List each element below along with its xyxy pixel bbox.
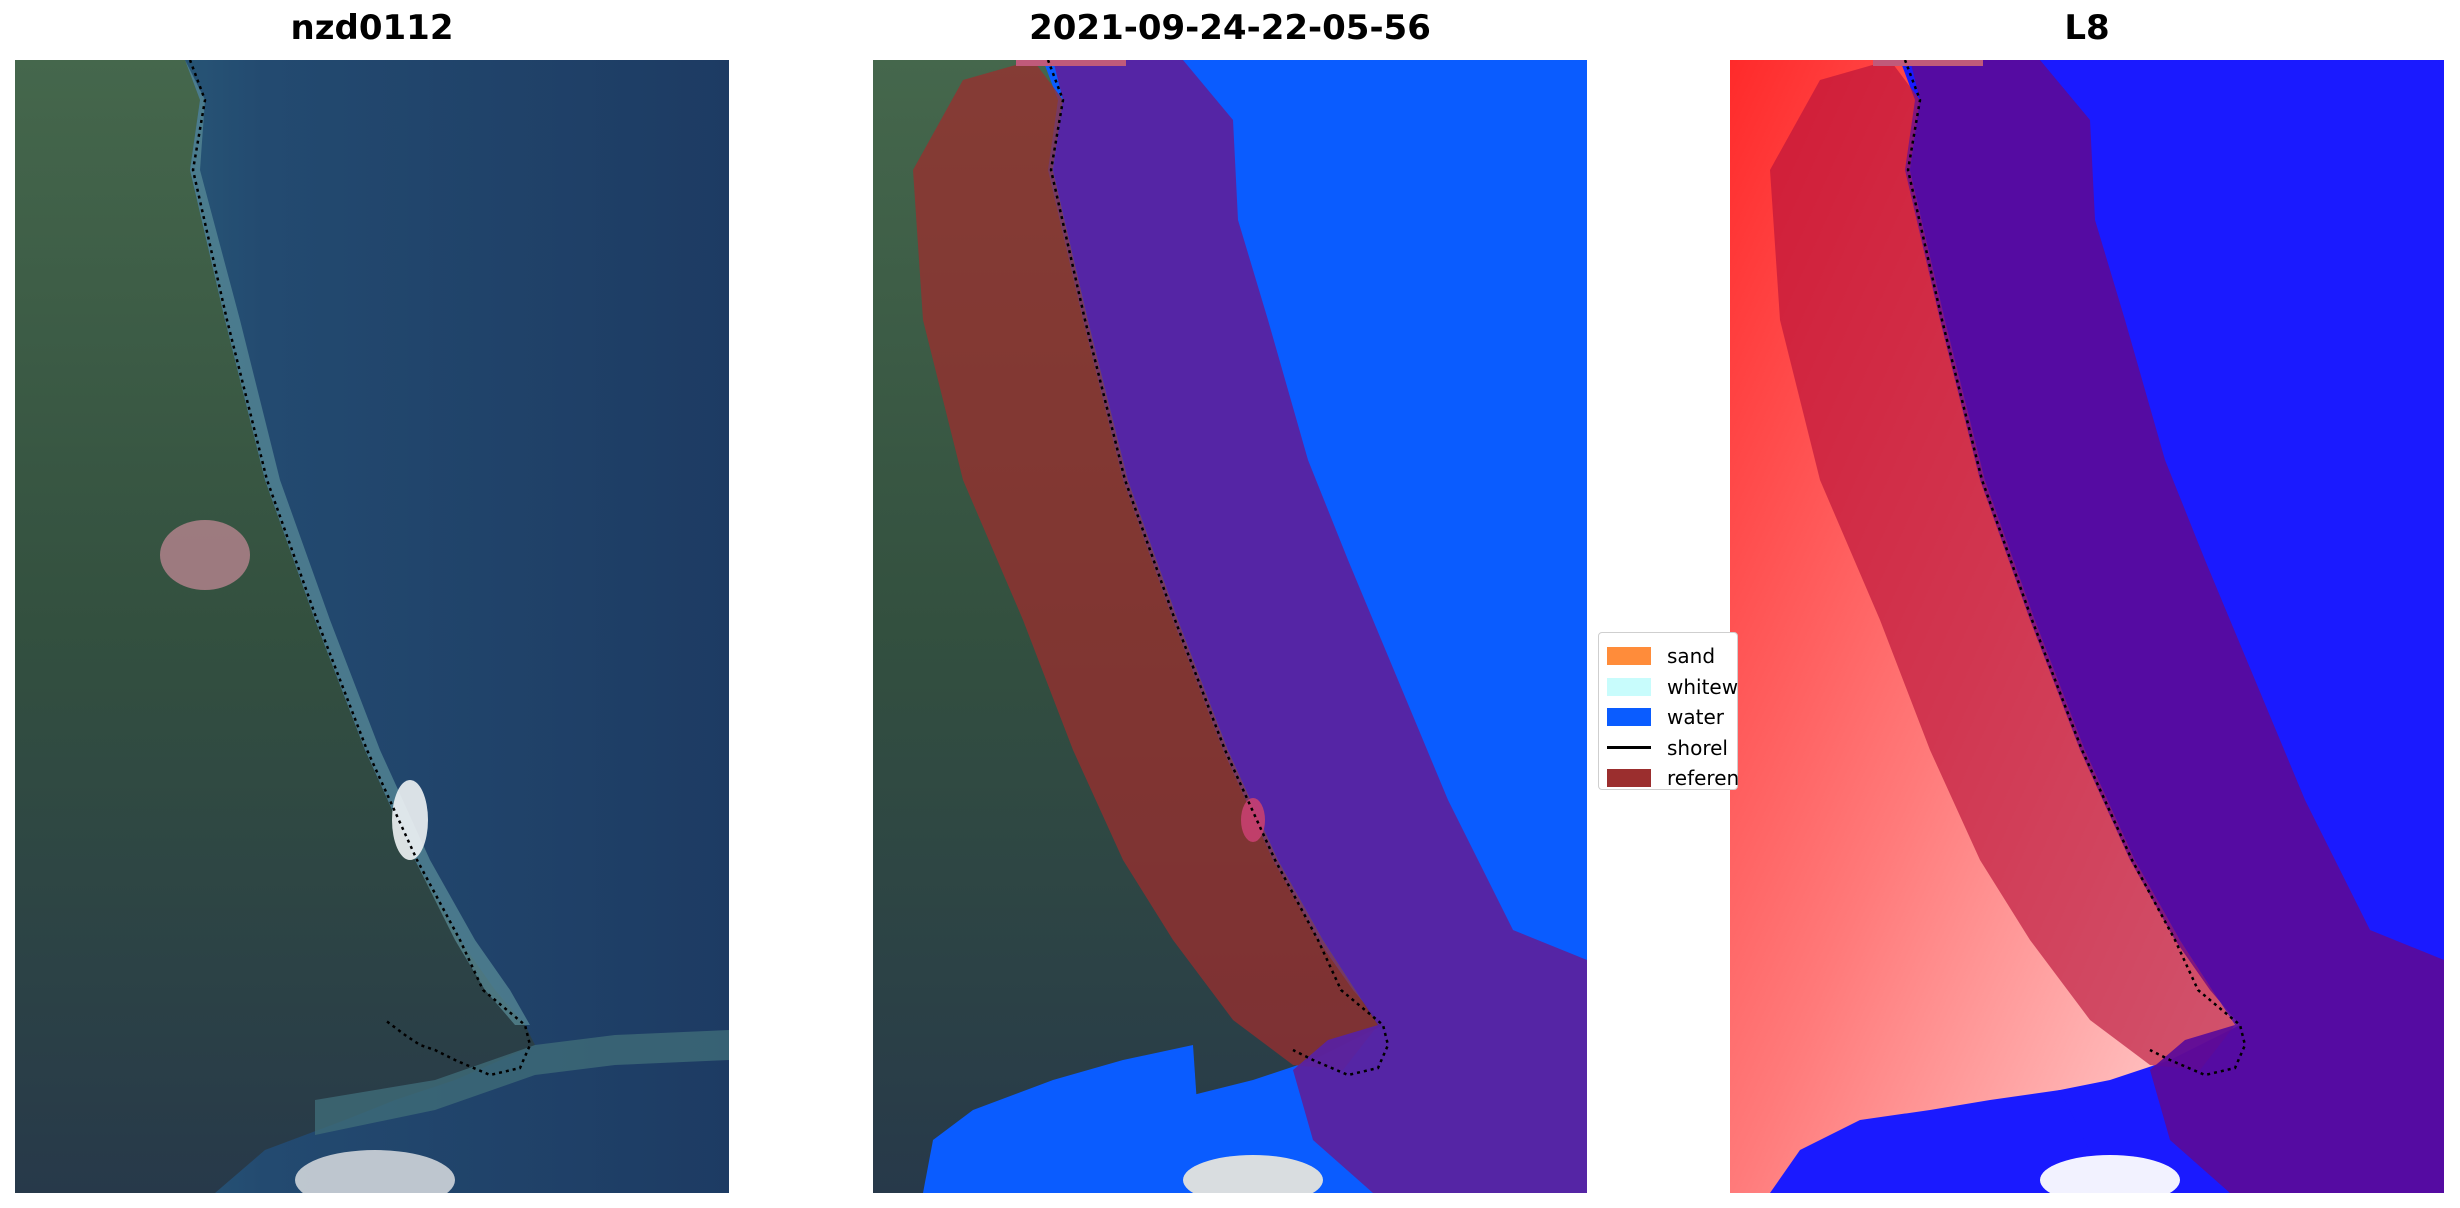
legend-label-water: water: [1667, 705, 1724, 730]
legend-item-shoreline: shorel: [1607, 733, 1737, 764]
top-marker: [1873, 60, 1983, 66]
shoreline-trace: [1903, 60, 2247, 1077]
legend-label-shoreline: shorel: [1667, 735, 1728, 760]
water-class-lower: [923, 1045, 1203, 1193]
sand-swatch: [1607, 647, 1651, 666]
panel-title-l8: L8: [2064, 8, 2110, 48]
panel-title-rgb: nzd0112: [290, 8, 454, 48]
legend-label-sand: sand: [1667, 644, 1716, 669]
rgb-satellite-image: [15, 60, 729, 1193]
white-sand-patch: [392, 780, 428, 860]
l8-index-image: [1730, 60, 2444, 1193]
water-swatch: [1607, 708, 1651, 727]
legend-label-whitewater: whitew: [1667, 674, 1739, 699]
cleared-patch: [160, 520, 250, 590]
land-area: [15, 60, 535, 1193]
top-marker: [1016, 60, 1126, 66]
shoreline-line-sample: [1607, 746, 1651, 750]
shoreline-trace: [188, 60, 532, 1077]
buffer-zone-overlay: [1053, 60, 1587, 1193]
reference-buffer-overlay: [1770, 60, 2235, 1070]
white-area: [2040, 1155, 2180, 1193]
buffer-zone-overlay: [1910, 60, 2444, 1193]
legend-item-sand: sand: [1607, 641, 1737, 672]
legend-item-whitewater: whitew: [1607, 672, 1739, 703]
river-channel: [315, 1030, 729, 1135]
shoreline-trace: [1046, 60, 1390, 1077]
classification-image: [873, 60, 1587, 1193]
legend: sand whitew water shorel referen: [1598, 632, 1739, 790]
legend-label-reference: referen: [1667, 766, 1740, 791]
whitewater-swatch: [1607, 677, 1651, 696]
town-area: [1183, 1155, 1323, 1193]
town-area: [295, 1150, 455, 1193]
panel-title-classified: 2021-09-24-22-05-56: [1029, 8, 1431, 48]
legend-item-water: water: [1607, 702, 1737, 733]
legend-item-reference: referen: [1607, 763, 1740, 794]
lower-water-index: [1770, 1090, 2110, 1193]
buffer-highlight: [1241, 798, 1265, 842]
reference-buffer-overlay: [913, 60, 1378, 1070]
reference-swatch: [1607, 769, 1651, 788]
